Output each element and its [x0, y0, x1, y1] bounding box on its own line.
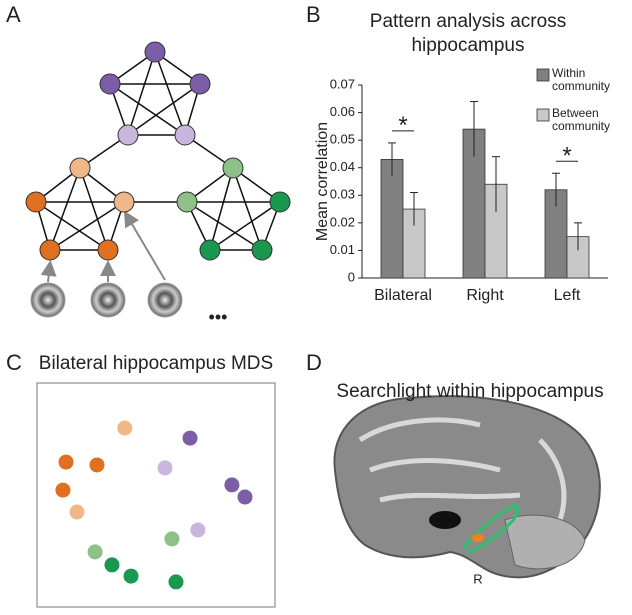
panel-label: C	[6, 350, 22, 375]
network-node	[69, 157, 91, 179]
scatter-point	[58, 454, 74, 470]
stimulus-image	[90, 282, 126, 318]
x-tick-label: Bilateral	[374, 287, 432, 304]
legend-swatch	[536, 108, 550, 122]
network-node	[144, 41, 166, 63]
side-label: R	[473, 571, 482, 586]
scatter-point	[55, 482, 71, 498]
scatter-point	[69, 504, 85, 520]
x-tick-label: Left	[554, 287, 581, 304]
chart-title: hippocampus	[411, 35, 524, 56]
ellipsis: •••	[209, 307, 228, 327]
chart-title: Bilateral hippocampus MDS	[39, 353, 273, 374]
network-node	[25, 191, 47, 213]
y-tick-label: 0.02	[330, 214, 355, 229]
y-tick-label: 0.03	[330, 187, 355, 202]
network-node	[269, 191, 291, 213]
panel-label: D	[306, 350, 322, 375]
panel-title: Searchlight within hippocampus	[336, 381, 603, 402]
scatter-point	[164, 531, 180, 547]
network-edge	[49, 167, 81, 251]
y-tick-label: 0.01	[330, 242, 355, 257]
network-node	[117, 124, 139, 146]
network-node	[189, 73, 211, 95]
network-node	[97, 239, 119, 261]
legend-label: Between community	[552, 107, 611, 133]
legend-label: Within community	[552, 67, 611, 93]
network-edge	[79, 167, 109, 251]
scatter-point	[87, 544, 103, 560]
y-tick-label: 0.05	[330, 132, 355, 147]
network-edge	[154, 51, 186, 136]
network-arrow	[123, 210, 166, 281]
scatter-point	[182, 430, 198, 446]
network-edge	[209, 201, 281, 251]
network-arrow	[40, 260, 57, 283]
legend-item: Within community	[552, 67, 611, 93]
network-edge	[127, 83, 201, 136]
network-edge	[35, 201, 109, 251]
stimulus-image	[147, 282, 183, 318]
y-tick-label: 0.04	[330, 159, 355, 174]
brain-image	[333, 395, 601, 579]
network-node	[174, 124, 196, 146]
network-edge	[109, 83, 186, 136]
panel-label: A	[6, 2, 21, 27]
network-node	[99, 73, 121, 95]
network-node	[251, 239, 273, 261]
chart-title: Pattern analysis across	[370, 11, 566, 32]
legend-swatch	[536, 68, 550, 82]
y-tick-label: 0.06	[330, 104, 355, 119]
scatter-point	[123, 568, 139, 584]
network-edge	[186, 201, 263, 251]
network-node	[176, 191, 198, 213]
legend-item: Between community	[552, 107, 611, 133]
scatter-point	[237, 489, 253, 505]
stimulus-image	[30, 282, 66, 318]
x-tick-label: Right	[466, 287, 504, 304]
network-node	[39, 239, 61, 261]
network-node	[113, 191, 135, 213]
y-axis-label: Mean correlation	[314, 122, 331, 241]
plot-frame	[36, 382, 276, 608]
scatter-point	[89, 457, 105, 473]
y-tick-label: 0	[348, 269, 355, 284]
panel-label: B	[306, 2, 321, 27]
bar	[380, 159, 404, 279]
scatter-point	[224, 477, 240, 493]
network-edge	[209, 167, 234, 251]
y-tick-label: 0.07	[330, 76, 355, 91]
scatter-point	[157, 460, 173, 476]
network-edge	[232, 167, 263, 251]
scatter-point	[117, 420, 133, 436]
network-node	[199, 239, 221, 261]
significance-label: *	[398, 112, 407, 139]
scatter-point	[168, 574, 184, 590]
significance-label: *	[562, 143, 571, 170]
scatter-point	[104, 557, 120, 573]
network-edge	[49, 201, 125, 251]
network-diagram	[25, 41, 291, 318]
network-edge	[127, 51, 156, 136]
network-node	[222, 157, 244, 179]
scatter-point	[190, 522, 206, 538]
